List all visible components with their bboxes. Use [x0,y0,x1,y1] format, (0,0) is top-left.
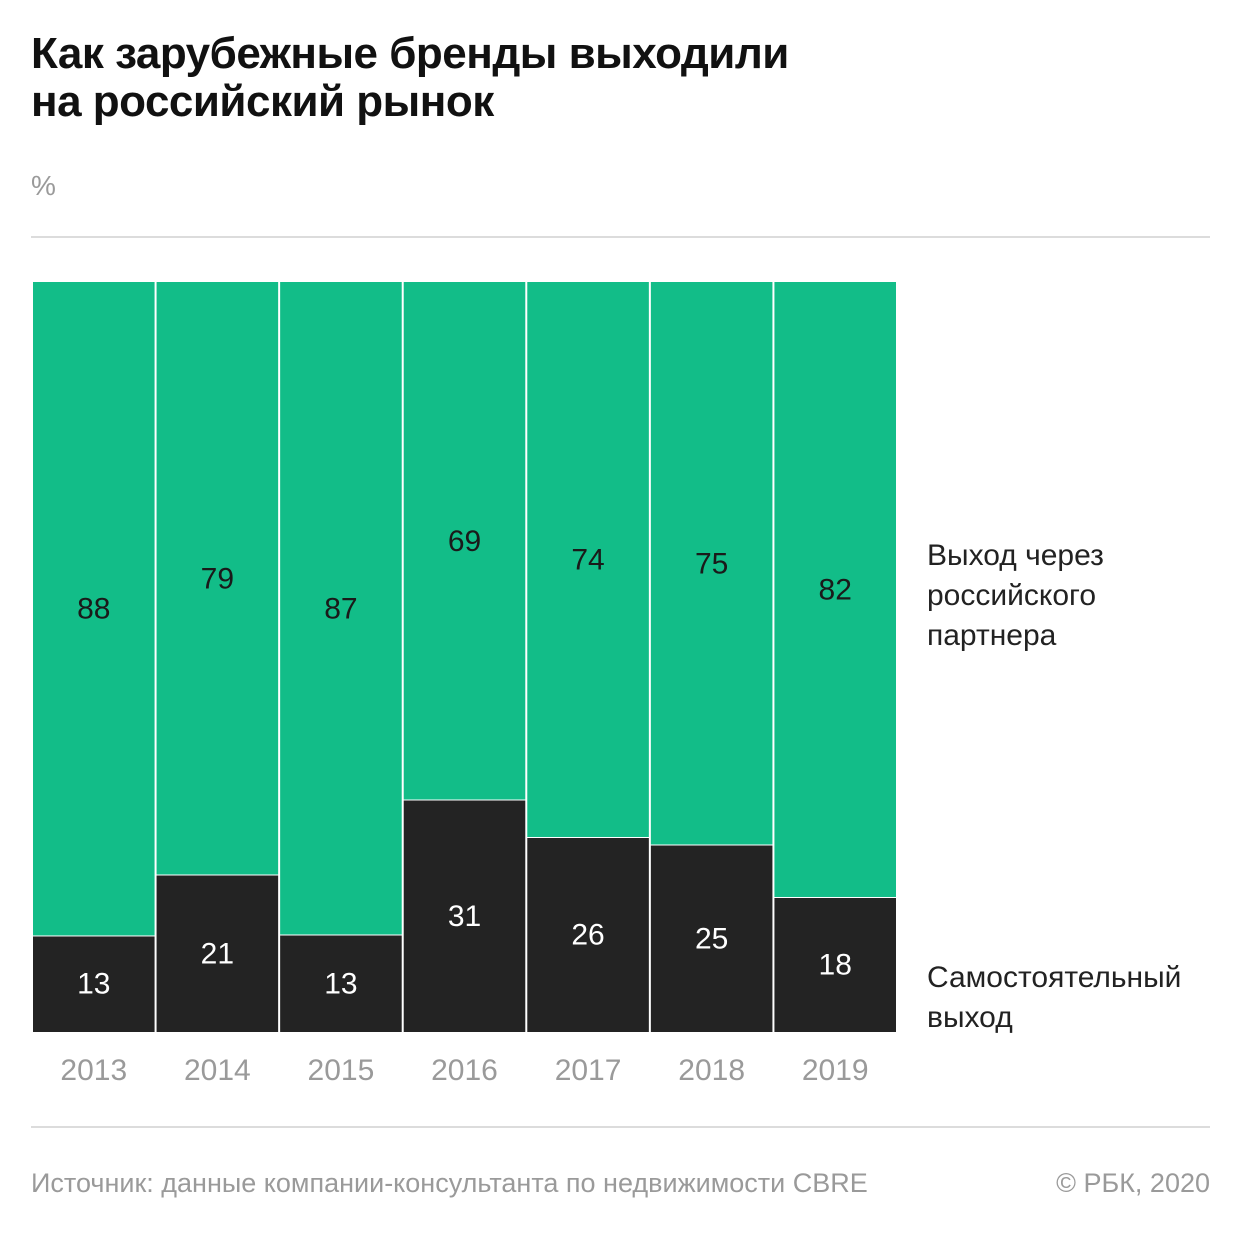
bar-partner-2016 [403,282,526,800]
label-self-2018: 25 [695,922,728,955]
bar-partner-2013 [33,282,155,936]
bar-self-2013 [33,936,155,1032]
label-partner-2018: 75 [695,547,728,580]
x-tick-2017: 2017 [555,1054,622,1087]
x-tick-2018: 2018 [678,1054,745,1087]
bar-partner-2014 [156,282,279,875]
label-partner-2013: 88 [77,593,110,626]
source-note: Источник: данные компании-консультанта п… [31,1168,868,1198]
bar-self-2014 [156,875,279,1032]
bar-partner-2015 [280,282,402,935]
legend-partner-line-2: российского [927,579,1096,612]
bar-partner-2018 [650,282,773,845]
top-divider [31,236,1210,238]
label-partner-2016: 69 [448,525,481,558]
legend-self-line-1: Самостоятельный [927,961,1182,994]
chart-title-line-2: на российский рынок [31,77,494,126]
label-self-2019: 18 [819,949,852,982]
x-tick-2014: 2014 [184,1054,251,1087]
bar-self-2017 [527,838,649,1032]
legend-partner-line-3: партнера [927,619,1057,652]
bottom-divider [31,1126,1210,1128]
legend-self: Самостоятельный выход [927,958,1181,1038]
label-partner-2019: 82 [819,574,852,607]
legend-self-line-2: выход [927,1001,1013,1034]
bar-self-2019 [774,898,896,1032]
label-partner-2014: 79 [201,562,234,595]
label-partner-2015: 87 [324,592,357,625]
label-partner-2017: 74 [571,544,604,577]
x-tick-2019: 2019 [802,1054,869,1087]
label-self-2016: 31 [448,900,481,933]
legend-partner: Выход через российского партнера [927,536,1104,656]
label-self-2015: 13 [324,967,357,1000]
x-tick-2016: 2016 [431,1054,498,1087]
bar-partner-2017 [527,282,649,837]
bar-self-2016 [403,800,526,1032]
label-self-2017: 26 [571,919,604,952]
legend-partner-line-1: Выход через [927,539,1104,572]
label-self-2013: 13 [77,968,110,1001]
bar-self-2015 [280,935,402,1032]
chart-title-line-1: Как зарубежные бренды выходили [31,29,789,78]
x-tick-2013: 2013 [60,1054,127,1087]
copyright: © РБК, 2020 [1056,1168,1210,1198]
x-tick-2015: 2015 [308,1054,375,1087]
label-self-2014: 21 [201,937,234,970]
unit-label: % [31,170,56,201]
bar-self-2018 [650,845,773,1032]
chart-title: Как зарубежные бренды выходили на россий… [31,30,1181,126]
stacked-bar-chart: 88 13 2013 79 21 2014 87 13 2015 69 31 2016 74 26 2017… [33,282,896,1087]
bar-partner-2019 [774,282,896,897]
